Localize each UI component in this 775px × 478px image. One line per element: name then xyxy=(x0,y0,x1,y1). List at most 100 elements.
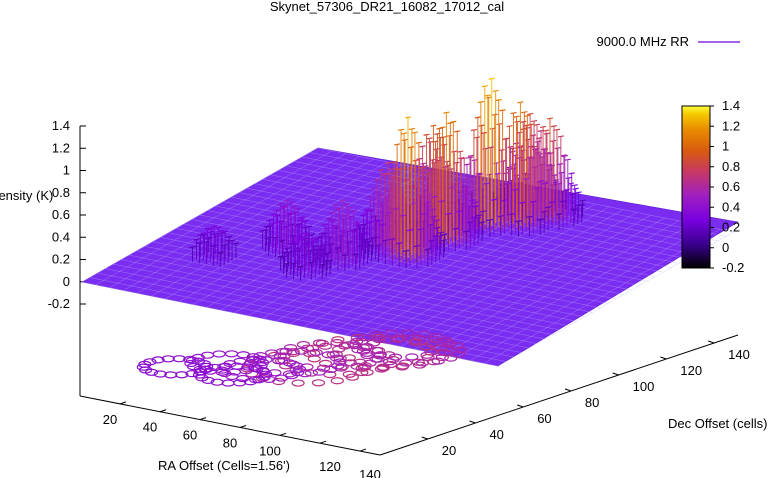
spike-cap xyxy=(561,154,568,158)
spike-cap xyxy=(290,262,297,265)
spike-cap xyxy=(458,156,465,160)
spike-cap xyxy=(193,238,200,241)
spike-cap xyxy=(277,202,284,205)
contour-point xyxy=(292,365,307,373)
spike-cap xyxy=(386,211,393,214)
y-tick-label: 40 xyxy=(489,427,503,442)
contour-point xyxy=(420,351,434,359)
spike-cap xyxy=(520,127,527,131)
spike-cap xyxy=(507,145,514,149)
contour-point xyxy=(279,347,293,355)
spike-cap xyxy=(510,111,517,115)
spike-cap xyxy=(211,225,218,228)
spike-cap xyxy=(329,219,336,222)
contour-point xyxy=(311,379,326,387)
y-tick xyxy=(564,388,572,392)
contour-point xyxy=(212,350,226,358)
spike-cap xyxy=(287,250,294,254)
contour-point xyxy=(376,363,390,371)
spike-cap xyxy=(565,176,572,180)
spike-cap xyxy=(203,241,210,244)
spike-cap xyxy=(473,136,481,139)
spike-cap xyxy=(524,114,531,117)
contour-point xyxy=(399,359,413,367)
spike-cap xyxy=(423,201,430,204)
spike-cap xyxy=(476,173,484,176)
spike-cap xyxy=(474,216,482,219)
spike-cap xyxy=(349,229,356,232)
contour-point xyxy=(208,363,222,372)
contour-point xyxy=(161,355,175,363)
spike-cap xyxy=(375,190,382,193)
spike-cap xyxy=(549,139,557,142)
spike-cap xyxy=(457,150,464,153)
spike-cap xyxy=(463,163,471,166)
spike-cap xyxy=(287,212,294,215)
contour-point xyxy=(395,363,409,371)
spike-cap xyxy=(408,127,416,131)
spike-cap xyxy=(373,219,380,222)
grid-line xyxy=(168,232,585,318)
grid-line xyxy=(215,205,632,291)
y-axis-label: Dec Offset (cells) xyxy=(668,416,767,431)
spike-cap xyxy=(302,220,309,223)
spike-cap xyxy=(393,207,400,210)
contour-point xyxy=(175,371,189,379)
spike-cap xyxy=(478,221,486,224)
spike-cap xyxy=(297,265,304,268)
spike-cap xyxy=(339,199,346,202)
spike-cap xyxy=(527,155,534,159)
contour-point xyxy=(265,349,279,357)
spike-cap xyxy=(387,172,394,175)
spike-cap xyxy=(305,225,313,228)
contour-point xyxy=(357,334,371,342)
spike-cap xyxy=(419,145,426,148)
spike-cap xyxy=(219,232,226,235)
z-axis-label: Intensity (K) xyxy=(0,188,53,203)
x-tick xyxy=(239,424,247,428)
spike-cap xyxy=(320,248,327,251)
contour-point xyxy=(438,349,452,357)
spike-cap xyxy=(320,244,328,247)
spike-cap xyxy=(442,165,449,169)
spike-cap xyxy=(445,212,452,215)
spike-cap xyxy=(468,189,475,193)
spike-cap xyxy=(284,247,291,250)
spike-cap xyxy=(502,137,509,141)
spike-cap xyxy=(528,123,535,126)
x-axis-line xyxy=(79,395,381,456)
floor-contours xyxy=(136,329,468,387)
legend-label: 9000.0 MHz RR xyxy=(597,34,689,49)
contour-point xyxy=(444,354,458,362)
spike-cap xyxy=(428,169,435,172)
spike-cap xyxy=(276,220,283,223)
spike-cap xyxy=(553,128,561,131)
contour-point xyxy=(151,356,165,364)
spike-cap xyxy=(347,215,354,218)
spike-cap xyxy=(292,242,299,246)
contour-point xyxy=(307,355,321,363)
spike-cap xyxy=(443,111,450,114)
spike-cap xyxy=(515,220,522,223)
spike-cap xyxy=(520,120,527,123)
spike-cap xyxy=(353,222,360,226)
grid-line xyxy=(129,255,546,340)
surface-spikes xyxy=(189,77,586,281)
spike-cap xyxy=(487,146,494,149)
spike-cap xyxy=(485,96,492,99)
contour-point xyxy=(329,350,343,358)
contour-point xyxy=(312,339,327,347)
z-tick-label: 1.2 xyxy=(52,140,70,155)
spike-cap xyxy=(530,119,538,123)
spike-cap xyxy=(410,202,418,205)
colorbar-ticks: 1.4 1.2 1 0.8 0.6 0.4 0.2 0 -0.2 xyxy=(710,98,744,275)
z-tick-label: 1.4 xyxy=(52,118,70,133)
spike-cap xyxy=(407,146,415,149)
colorbar-tick-label: 0.2 xyxy=(722,220,740,235)
spike-cap xyxy=(534,186,541,190)
spike-cap xyxy=(516,156,523,159)
y-tick xyxy=(517,404,524,408)
spike-cap xyxy=(477,100,484,104)
spike-cap xyxy=(534,140,542,143)
spike-cap xyxy=(538,179,545,183)
